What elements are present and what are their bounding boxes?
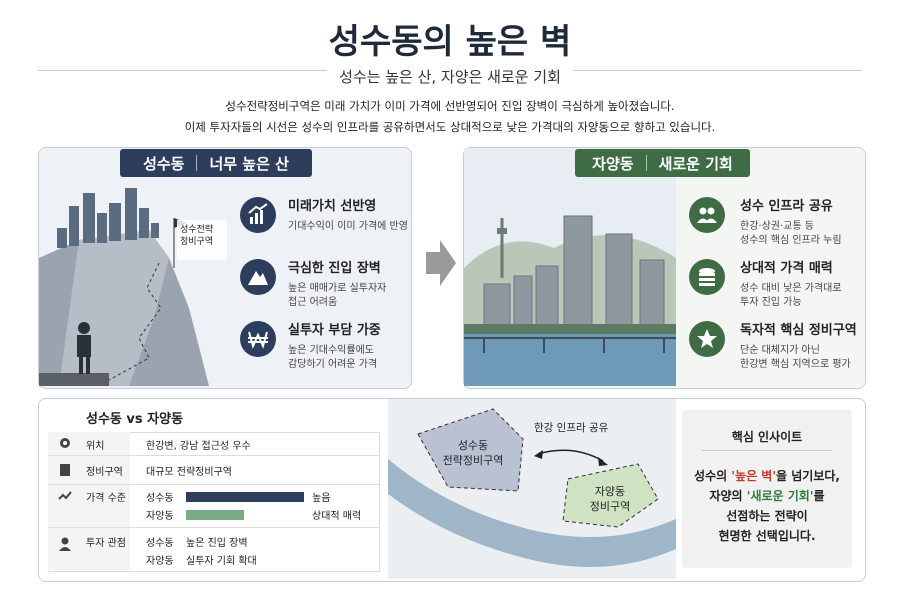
item-icon: [689, 197, 725, 233]
row-text: 대규모 전략정비구역: [146, 467, 232, 478]
insight-segment: 를: [813, 489, 825, 503]
row-line: [48, 527, 379, 528]
badge-text: 너무 높은 산: [209, 154, 289, 173]
map: [388, 399, 676, 579]
row-label: 위치: [86, 441, 105, 452]
insight-box: [682, 410, 852, 568]
item-desc: 단순 대체지가 아닌: [740, 345, 820, 356]
flag-line: 성수전략: [180, 225, 214, 235]
item-desc: 성수의 핵심 인프라 누림: [740, 235, 842, 246]
mountain-illustration: [39, 188, 227, 386]
row-label: 가격 수준: [86, 493, 126, 504]
row-note: 실투자 기회 확대: [186, 556, 257, 567]
insight-segment: 을 넘기보다,: [776, 469, 840, 483]
map-line: 자양동: [594, 485, 626, 498]
row-label: 정비구역: [86, 467, 123, 478]
row-icons: [58, 438, 72, 551]
item-title: 성수 인프라 공유: [740, 199, 833, 214]
insight-text: 성수의 '높은 벽'을 넘기보다, 자양의 '새로운 기회'를 선점하는 전략이 현명…: [682, 466, 852, 546]
price-bar-low: [186, 510, 244, 520]
row-text: 한강변, 강남 접근성 우수: [146, 441, 251, 452]
item-desc: 한강변 핵심 지역으로 평가: [740, 359, 851, 370]
item-desc: 감당하기 어려운 가격: [288, 359, 378, 370]
item-desc: 기대수익이 이미 가격에 반영: [288, 221, 408, 232]
insight-divider: [702, 450, 832, 451]
item-title: 상대적 가격 매력: [740, 261, 833, 276]
badge-text: 성수동: [143, 154, 185, 173]
item-title: 독자적 핵심 정비구역: [740, 323, 857, 338]
title: 성수동의 높은 벽: [328, 22, 572, 62]
insight-line: 자양의 '새로운 기회'를: [682, 486, 852, 506]
map-line: 정비구역: [589, 500, 631, 513]
row-note: 높은 진입 장벽: [186, 538, 248, 549]
insight-segment: 선점하는 전략이: [726, 509, 808, 523]
row-name: 자양동: [146, 556, 174, 567]
row-label: 투자 관점: [86, 538, 126, 549]
insight-segment: 자양의: [709, 489, 747, 503]
badge-text: 새로운 기회: [658, 154, 733, 173]
item-desc: 접근 어려움: [288, 297, 338, 308]
item-desc: 성수 대비 낮은 가격대로: [740, 283, 842, 294]
item-icon: [689, 321, 725, 357]
insight-title: 핵심 인사이트: [731, 430, 803, 444]
row-note: 상대적 매력: [312, 511, 362, 522]
flag-line: 정비구역: [180, 237, 214, 247]
insight-segment: '새로운 기회': [746, 489, 814, 503]
item-title: 실투자 부담 가중: [288, 323, 381, 338]
item-icon: [689, 259, 725, 295]
row-name: 성수동: [146, 493, 174, 504]
item-title: 극심한 진입 장벽: [288, 261, 381, 276]
city-illustration: [464, 148, 676, 386]
item-desc: 투자 진입 가능: [740, 297, 802, 308]
insight-segment: 현명한 선택입니다.: [718, 529, 816, 543]
badge: 자양동 새로운 기회: [575, 149, 750, 177]
item-desc: 높은 기대수익률에도: [288, 345, 374, 356]
item-icon: [240, 259, 276, 295]
item-desc: 높은 매매가로 실투자자: [288, 283, 387, 294]
insight-segment: 성수의: [694, 469, 732, 483]
insight-line: 선점하는 전략이: [682, 506, 852, 526]
badge: 성수동 너무 높은 산: [120, 149, 312, 177]
map-line: 성수동: [457, 439, 489, 452]
price-bar-high: [186, 492, 304, 502]
item-desc: 한강·상권·교통 등: [740, 221, 814, 232]
subtitle-wrap: 성수는 높은 산, 자양은 새로운 기회: [0, 66, 900, 87]
insight-line: 현명한 선택입니다.: [682, 526, 852, 546]
insight-segment: '높은 벽': [731, 469, 777, 483]
row-line: [48, 484, 379, 485]
insight-line: 성수의 '높은 벽'을 넘기보다,: [682, 466, 852, 486]
row-name: 성수동: [146, 538, 174, 549]
comparison-title: 성수동 vs 자양동: [86, 412, 184, 427]
arrow: [426, 240, 456, 286]
map-line: 전략정비구역: [442, 454, 504, 467]
item-title: 미래가치 선반영: [288, 199, 377, 214]
row-name: 자양동: [146, 511, 174, 522]
intro-line: 이제 투자자들의 시선은 성수의 인프라를 공유하면서도 상대적으로 낮은 가격…: [184, 120, 716, 134]
item-icon: [240, 321, 276, 357]
badge-text: 자양동: [592, 154, 634, 173]
subtitle: 성수는 높은 산, 자양은 새로운 기회: [327, 68, 573, 86]
row-note: 높음: [312, 493, 331, 504]
intro-line: 성수전략정비구역은 미래 가치가 이미 가격에 선반영되어 진입 장벽이 극심하…: [225, 99, 675, 113]
item-icon: [240, 197, 276, 233]
row-line: [48, 455, 379, 456]
map-link: 한강 인프라 공유: [534, 422, 609, 434]
